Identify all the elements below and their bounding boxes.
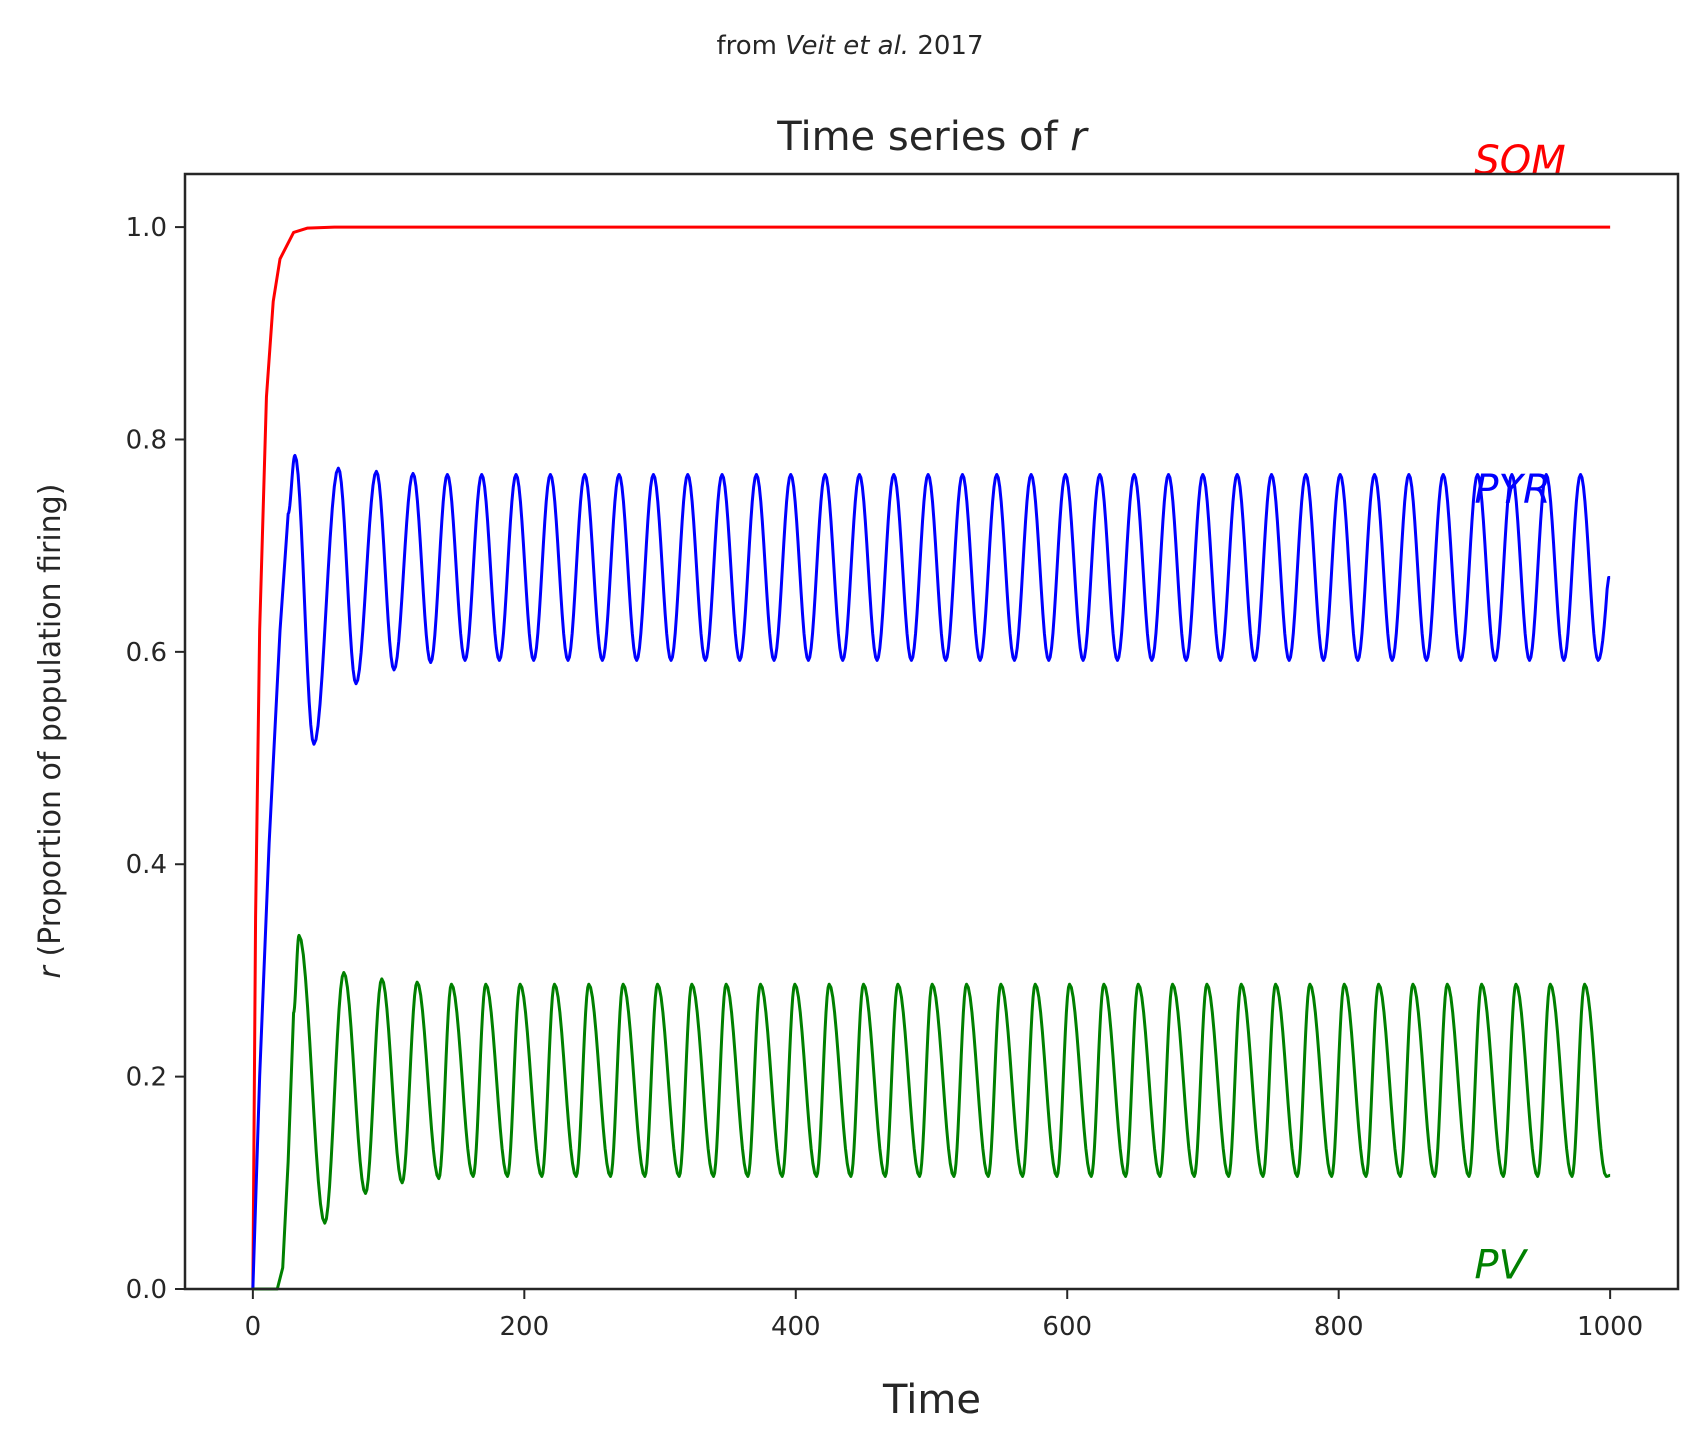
y-tick-label: 0.2 (126, 1063, 167, 1093)
series-line-pyr (251, 453, 1611, 1290)
y-tick-label: 0.4 (126, 850, 167, 880)
x-axis-label: Time (882, 1377, 981, 1423)
x-tick-label: 1000 (1577, 1312, 1643, 1342)
y-tick-label: 0.0 (126, 1275, 167, 1305)
y-tick-label: 1.0 (126, 213, 167, 243)
series-label-som: SOM (1474, 138, 1565, 184)
plot-lines (251, 225, 1612, 1291)
y-tick-label: 0.8 (126, 425, 167, 455)
x-tick-label: 200 (499, 1312, 549, 1342)
series-line-som (251, 225, 1611, 1290)
plot-frame (183, 172, 1680, 1291)
series-label-pv: PV (1474, 1242, 1528, 1288)
x-tick-label: 0 (245, 1312, 262, 1342)
x-axis-ticks: 0 200 400 600 800 1000 (245, 1289, 1643, 1342)
y-axis-ticks: 0.0 0.2 0.4 0.6 0.8 1.0 (126, 213, 185, 1305)
x-tick-label: 800 (1314, 1312, 1364, 1342)
x-tick-label: 600 (1042, 1312, 1092, 1342)
series-line-pv (252, 933, 1612, 1291)
y-tick-label: 0.6 (126, 638, 167, 668)
chart-supertitle: from Veit et al. 2017 (716, 31, 983, 61)
series-labels: SOM PYR PV (1474, 138, 1565, 1288)
y-axis-label: r (Proportion of population firing) (33, 484, 68, 979)
x-tick-label: 400 (771, 1312, 821, 1342)
chart-title: Time series of r (776, 114, 1089, 160)
series-label-pyr: PYR (1474, 467, 1550, 513)
